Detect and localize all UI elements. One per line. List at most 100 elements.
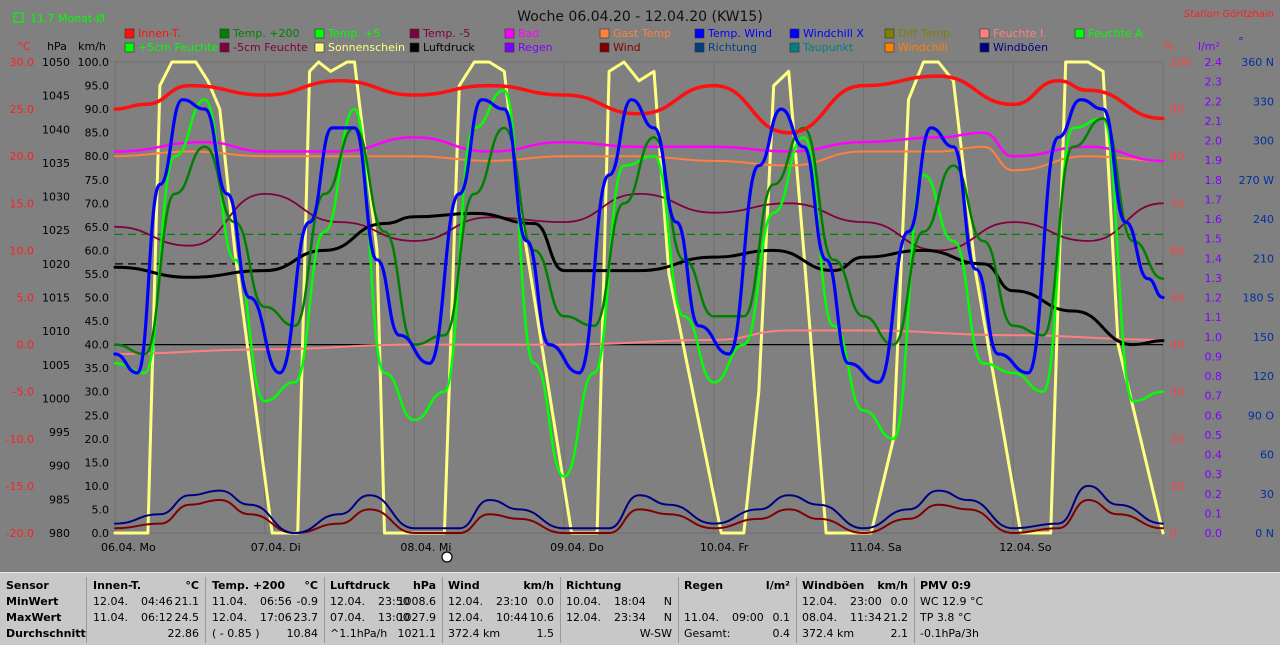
legend-label: Temp. +200 bbox=[232, 27, 300, 40]
stats-cell-date: -0.1hPa/3h bbox=[920, 627, 979, 640]
legend-swatch bbox=[124, 42, 135, 53]
series-line-gast-temp bbox=[114, 145, 1164, 172]
stats-cell-date: 11.04. bbox=[93, 611, 128, 624]
pressure-tick-label: 1030 bbox=[42, 191, 70, 204]
stats-cell-date: TP 3.8 °C bbox=[920, 611, 972, 624]
stats-sensor-column: Sensor MinWert MaxWert Durchschnitt bbox=[0, 577, 87, 643]
legend-label: Taupunkt bbox=[802, 41, 854, 54]
wind-axis-unit: km/h bbox=[78, 40, 106, 53]
day-tick-label: 11.04. Sa bbox=[850, 541, 902, 554]
legend-swatch bbox=[219, 42, 230, 53]
legend-swatch bbox=[409, 42, 420, 53]
stats-cell-value: W-SW bbox=[639, 627, 672, 640]
stats-column-3: Luftdruck hPa 12.04. 23:50 1008.6 07.04. 13:00… bbox=[324, 577, 443, 643]
rain-tick-label: 1.9 bbox=[1205, 154, 1223, 167]
stats-cell-value: 21.2 bbox=[883, 611, 909, 624]
legend-label: Innen-T. bbox=[138, 27, 181, 40]
rain-tick-label: 1.2 bbox=[1205, 292, 1223, 305]
stats-cell-value: 1021.1 bbox=[397, 627, 437, 640]
time-cursor-handle[interactable] bbox=[441, 551, 453, 563]
stats-col-title: Innen-T. bbox=[93, 579, 142, 592]
stats-cell-time: 10:44 bbox=[496, 611, 528, 624]
rain-tick-label: 0.5 bbox=[1205, 429, 1223, 442]
pressure-tick-label: 1010 bbox=[42, 325, 70, 338]
stats-col-title: Windböen bbox=[802, 579, 865, 592]
stats-row-avg: Durchschnitt bbox=[6, 627, 86, 640]
stats-col-title: Luftdruck bbox=[330, 579, 390, 592]
legend-swatch bbox=[219, 28, 230, 39]
rain-tick-label: 1.5 bbox=[1205, 233, 1223, 246]
stats-cell-value: 24.5 bbox=[174, 611, 200, 624]
direction-tick-label: 270 W bbox=[1239, 174, 1274, 187]
stats-cell-date: ( - 0.85 ) bbox=[212, 627, 260, 640]
stats-cell-value: 21.1 bbox=[174, 595, 200, 608]
legend-swatch bbox=[694, 28, 705, 39]
stats-cell-value: 0.0 bbox=[536, 595, 555, 608]
statistics-panel: Sensor MinWert MaxWert Durchschnitt Inne… bbox=[0, 572, 1280, 645]
stats-row-min: MinWert bbox=[6, 595, 59, 608]
stats-cell-value: 1008.6 bbox=[397, 595, 437, 608]
stats-cell-date: 372.4 km bbox=[802, 627, 855, 640]
pressure-tick-label: 990 bbox=[49, 460, 70, 473]
stats-column-8: PMV 0:9 WC 12.9 °C TP 3.8 °C -0.1hPa/3h bbox=[914, 577, 1032, 643]
stats-cell-value: 23.7 bbox=[293, 611, 319, 624]
day-tick-label: 10.04. Fr bbox=[700, 541, 749, 554]
day-tick-label: 09.04. Do bbox=[550, 541, 604, 554]
temp-tick-label: 20.0 bbox=[10, 150, 35, 163]
wind-tick-label: 65.0 bbox=[85, 221, 110, 234]
stats-col-title: Richtung bbox=[566, 579, 622, 592]
legend-swatch bbox=[884, 28, 895, 39]
legend-label: -5cm Feuchte bbox=[233, 41, 308, 54]
stats-cell-time: 23:00 bbox=[850, 595, 882, 608]
temp-tick-label: 0.0 bbox=[17, 339, 35, 352]
stats-cell-date: 12.04. bbox=[802, 595, 837, 608]
stats-cell-time: 13:00 bbox=[378, 611, 410, 624]
legend-swatch bbox=[599, 42, 610, 53]
legend-swatch bbox=[504, 28, 515, 39]
humidity-tick-label: 80 bbox=[1170, 150, 1184, 163]
stats-col-unit: l/m² bbox=[765, 579, 790, 592]
rain-tick-label: 1.3 bbox=[1205, 272, 1223, 285]
rain-tick-label: 0.6 bbox=[1205, 409, 1223, 422]
temp-tick-label: -10.0 bbox=[6, 433, 34, 446]
stats-col-unit: °C bbox=[304, 579, 318, 592]
legend-swatch bbox=[789, 42, 800, 53]
stats-row-max: MaxWert bbox=[6, 611, 62, 624]
wind-tick-label: 80.0 bbox=[85, 150, 110, 163]
direction-tick-label: 330 bbox=[1253, 95, 1274, 108]
rain-tick-label: 2.2 bbox=[1205, 95, 1223, 108]
stats-cell-date: 12.04. bbox=[93, 595, 128, 608]
stats-col-title: Temp. +200 bbox=[212, 579, 286, 592]
stats-column-5: Richtung 10.04. 18:04 N 12.04. 23:34 N W-SW bbox=[560, 577, 679, 643]
legend-label: Sonnenschein bbox=[328, 41, 405, 54]
stats-column-4: Wind km/h 12.04. 23:10 0.0 12.04. 10:44 10.6 372… bbox=[442, 577, 561, 643]
humidity-tick-label: 100 bbox=[1170, 56, 1191, 69]
stats-col-title: PMV 0:9 bbox=[920, 579, 972, 592]
legend-swatch bbox=[314, 42, 325, 53]
stats-cell-date: WC 12.9 °C bbox=[920, 595, 984, 608]
stats-cell-time: 23:34 bbox=[614, 611, 646, 624]
wind-tick-label: 35.0 bbox=[85, 362, 110, 375]
stats-cell-value: 1027.9 bbox=[397, 611, 437, 624]
station-name: Station Göritzhain bbox=[1184, 9, 1274, 20]
stats-cell-value: 1.5 bbox=[536, 627, 555, 640]
pressure-tick-label: 1020 bbox=[42, 258, 70, 271]
stats-cell-value: N bbox=[663, 595, 672, 608]
rain-tick-label: 0.1 bbox=[1205, 507, 1223, 520]
temp-tick-label: 10.0 bbox=[10, 244, 35, 257]
direction-tick-label: 210 bbox=[1253, 252, 1274, 265]
rain-tick-label: 0.7 bbox=[1205, 390, 1223, 403]
stats-sensor-header: Sensor bbox=[6, 579, 49, 592]
pressure-tick-label: 1015 bbox=[42, 292, 70, 305]
wind-tick-label: 0.0 bbox=[92, 527, 110, 540]
direction-tick-label: 90 O bbox=[1248, 409, 1274, 422]
stats-col-unit: °C bbox=[185, 579, 199, 592]
legend-label: Windchill X bbox=[803, 27, 864, 40]
wind-tick-label: 50.0 bbox=[85, 292, 110, 305]
rain-tick-label: 1.7 bbox=[1205, 193, 1223, 206]
legend-label: Temp. -5 bbox=[422, 27, 470, 40]
legend-label: Feuchte A. bbox=[1088, 27, 1146, 40]
legend-label: Diff Temp. bbox=[898, 27, 953, 40]
stats-cell-value: 10.6 bbox=[529, 611, 555, 624]
pressure-tick-label: 1005 bbox=[42, 359, 70, 372]
